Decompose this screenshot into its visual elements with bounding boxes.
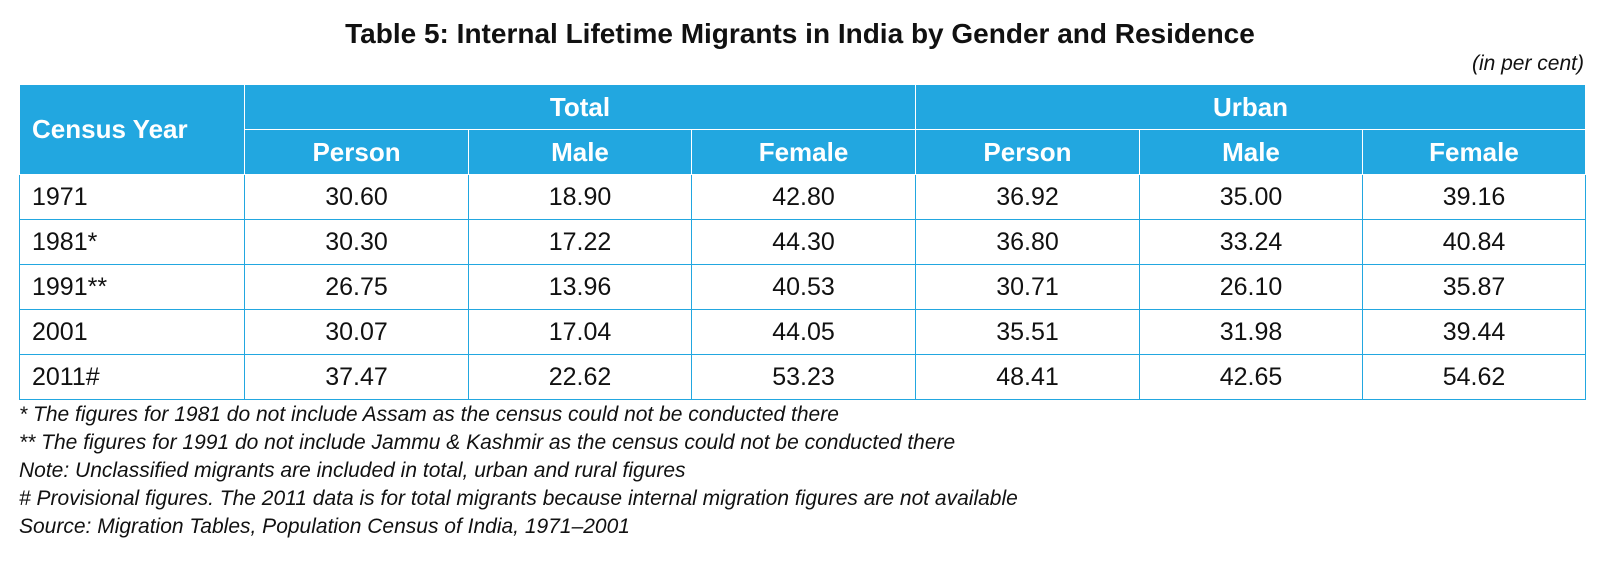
footnote-unclassified: Note: Unclassified migrants are included… [19,459,686,482]
cell-urban-male: 26.10 [1139,264,1363,310]
cell-year: 2001 [18,309,246,355]
cell-urban-female: 54.62 [1361,354,1587,400]
cell-total-male: 18.90 [468,174,692,220]
table-row: 1971 30.60 18.90 42.80 36.92 35.00 39.16 [18,174,1587,220]
header-urban-male: Male [1139,129,1363,175]
header-group-total: Total [244,84,916,130]
table-title: Table 5: Internal Lifetime Migrants in I… [345,18,1255,49]
cell-total-female: 44.05 [690,309,917,355]
header-total-person: Person [244,129,470,175]
cell-urban-male: 33.24 [1139,219,1363,265]
cell-total-person: 26.75 [244,264,470,310]
cell-urban-female: 35.87 [1361,264,1587,310]
cell-total-male: 17.22 [468,219,692,265]
footnote-source: Source: Migration Tables, Population Cen… [19,515,630,538]
table-row: 1981* 30.30 17.22 44.30 36.80 33.24 40.8… [18,219,1587,265]
table-header: Census Year Total Urban Person Male Fema… [18,84,1587,175]
cell-total-person: 30.30 [244,219,470,265]
cell-urban-person: 36.80 [915,219,1140,265]
header-census-year: Census Year [18,84,246,175]
cell-total-male: 22.62 [468,354,692,400]
cell-urban-person: 36.92 [915,174,1140,220]
cell-total-person: 37.47 [244,354,470,400]
table-row: 2011# 37.47 22.62 53.23 48.41 42.65 54.6… [18,354,1587,400]
cell-year: 1971 [18,174,246,220]
migrants-table: Census Year Total Urban Person Male Fema… [18,84,1587,400]
footnote-1981: * The figures for 1981 do not include As… [19,403,839,426]
table-body: 1971 30.60 18.90 42.80 36.92 35.00 39.16… [18,174,1587,400]
cell-urban-female: 39.16 [1361,174,1587,220]
cell-urban-male: 35.00 [1139,174,1363,220]
footnotes: * The figures for 1981 do not include As… [19,401,1018,541]
cell-total-female: 44.30 [690,219,917,265]
unit-note: (in per cent) [1471,52,1584,75]
cell-urban-person: 35.51 [915,309,1140,355]
cell-total-person: 30.07 [244,309,470,355]
cell-year: 1991** [18,264,246,310]
table-row: 1991** 26.75 13.96 40.53 30.71 26.10 35.… [18,264,1587,310]
cell-total-female: 42.80 [690,174,917,220]
header-urban-female: Female [1361,129,1587,175]
cell-year: 2011# [18,354,246,400]
cell-urban-male: 42.65 [1139,354,1363,400]
header-urban-person: Person [915,129,1140,175]
cell-urban-male: 31.98 [1139,309,1363,355]
table-row: 2001 30.07 17.04 44.05 35.51 31.98 39.44 [18,309,1587,355]
header-total-female: Female [690,129,917,175]
cell-total-female: 53.23 [690,354,917,400]
cell-urban-person: 48.41 [915,354,1140,400]
footnote-1991: ** The figures for 1991 do not include J… [19,431,956,454]
header-total-male: Male [468,129,692,175]
header-group-urban: Urban [915,84,1586,130]
cell-total-male: 13.96 [468,264,692,310]
cell-urban-person: 30.71 [915,264,1140,310]
cell-year: 1981* [18,219,246,265]
header-row-groups: Census Year Total Urban [18,84,1586,175]
footnote-provisional: # Provisional figures. The 2011 data is … [19,487,1018,510]
cell-total-person: 30.60 [244,174,470,220]
cell-urban-female: 39.44 [1361,309,1587,355]
cell-total-female: 40.53 [690,264,917,310]
cell-urban-female: 40.84 [1361,219,1587,265]
cell-total-male: 17.04 [468,309,692,355]
header-row-subcolumns: Person Male Female Person Male Female [20,129,1587,175]
